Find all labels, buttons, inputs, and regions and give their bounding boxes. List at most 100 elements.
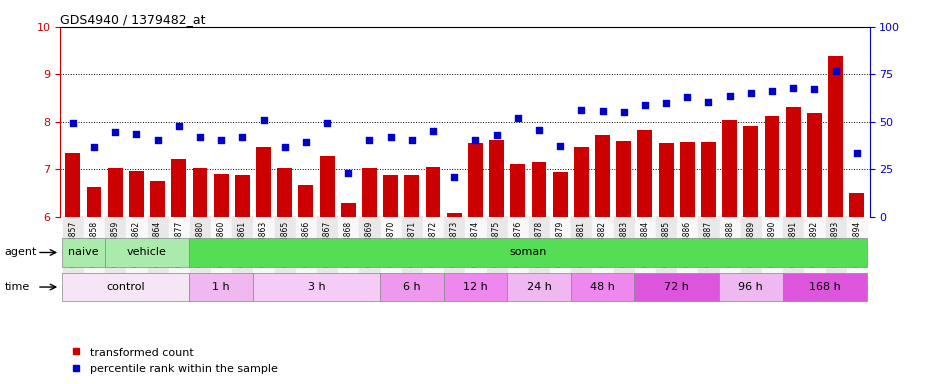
- Bar: [190, 238, 868, 267]
- Bar: [637, 131, 652, 217]
- Bar: [444, 273, 507, 301]
- Bar: [235, 175, 250, 217]
- Point: [786, 84, 801, 91]
- Text: 1 h: 1 h: [213, 282, 230, 292]
- Bar: [595, 135, 610, 217]
- Point: [341, 170, 356, 176]
- Point: [744, 90, 758, 96]
- Point: [192, 134, 207, 140]
- Point: [278, 144, 292, 150]
- Bar: [507, 273, 571, 301]
- Text: GDS4940 / 1379482_at: GDS4940 / 1379482_at: [60, 13, 205, 26]
- Bar: [383, 175, 398, 217]
- Bar: [129, 171, 143, 217]
- Bar: [744, 126, 758, 217]
- Point: [828, 68, 843, 74]
- Bar: [150, 181, 165, 217]
- Bar: [278, 169, 292, 217]
- Point: [129, 131, 143, 137]
- Point: [553, 142, 568, 149]
- Point: [468, 137, 483, 143]
- Bar: [404, 175, 419, 217]
- Bar: [574, 147, 588, 217]
- Bar: [701, 142, 716, 217]
- Text: 3 h: 3 h: [308, 282, 326, 292]
- Bar: [108, 169, 123, 217]
- Bar: [62, 238, 105, 267]
- Bar: [320, 156, 335, 217]
- Bar: [256, 147, 271, 217]
- Point: [404, 137, 419, 143]
- Text: vehicle: vehicle: [127, 247, 166, 258]
- Point: [574, 107, 588, 113]
- Point: [637, 102, 652, 108]
- Point: [489, 132, 504, 138]
- Point: [807, 86, 821, 92]
- Point: [150, 137, 165, 143]
- Bar: [87, 187, 102, 217]
- Bar: [299, 185, 314, 217]
- Point: [849, 150, 864, 156]
- Text: 72 h: 72 h: [664, 282, 689, 292]
- Bar: [783, 273, 868, 301]
- Point: [511, 115, 525, 121]
- Point: [680, 94, 695, 100]
- Text: 96 h: 96 h: [738, 282, 763, 292]
- Point: [616, 109, 631, 116]
- Bar: [214, 174, 228, 217]
- Point: [320, 120, 335, 126]
- Bar: [362, 169, 376, 217]
- Bar: [680, 142, 695, 217]
- Bar: [532, 162, 547, 217]
- Bar: [447, 213, 462, 217]
- Point: [66, 120, 80, 126]
- Bar: [192, 169, 207, 217]
- Bar: [616, 141, 631, 217]
- Bar: [659, 143, 673, 217]
- Text: time: time: [5, 282, 30, 292]
- Text: naive: naive: [68, 247, 99, 258]
- Bar: [105, 238, 190, 267]
- Text: 12 h: 12 h: [463, 282, 487, 292]
- Point: [595, 108, 610, 114]
- Bar: [62, 273, 190, 301]
- Legend: transformed count, percentile rank within the sample: transformed count, percentile rank withi…: [66, 343, 282, 379]
- Point: [235, 134, 250, 140]
- Point: [701, 99, 716, 105]
- Point: [256, 116, 271, 122]
- Text: 6 h: 6 h: [403, 282, 421, 292]
- Point: [426, 128, 440, 134]
- Point: [108, 129, 123, 136]
- Bar: [786, 107, 801, 217]
- Bar: [171, 159, 186, 217]
- Point: [171, 122, 186, 129]
- Point: [447, 174, 462, 180]
- Point: [532, 127, 547, 134]
- Point: [659, 100, 673, 106]
- Bar: [489, 140, 504, 217]
- Point: [362, 137, 376, 143]
- Text: control: control: [106, 282, 145, 292]
- Bar: [190, 273, 253, 301]
- Point: [214, 137, 228, 143]
- Bar: [719, 273, 783, 301]
- Bar: [849, 193, 864, 217]
- Bar: [511, 164, 525, 217]
- Point: [299, 139, 314, 145]
- Bar: [635, 273, 719, 301]
- Bar: [765, 116, 780, 217]
- Bar: [380, 273, 444, 301]
- Point: [722, 93, 737, 99]
- Point: [765, 88, 780, 94]
- Text: agent: agent: [5, 247, 37, 258]
- Bar: [807, 113, 821, 217]
- Bar: [66, 153, 80, 217]
- Point: [383, 134, 398, 140]
- Bar: [253, 273, 380, 301]
- Text: soman: soman: [510, 247, 547, 258]
- Text: 168 h: 168 h: [809, 282, 841, 292]
- Point: [87, 144, 102, 150]
- Bar: [553, 172, 568, 217]
- Bar: [426, 167, 440, 217]
- Bar: [468, 143, 483, 217]
